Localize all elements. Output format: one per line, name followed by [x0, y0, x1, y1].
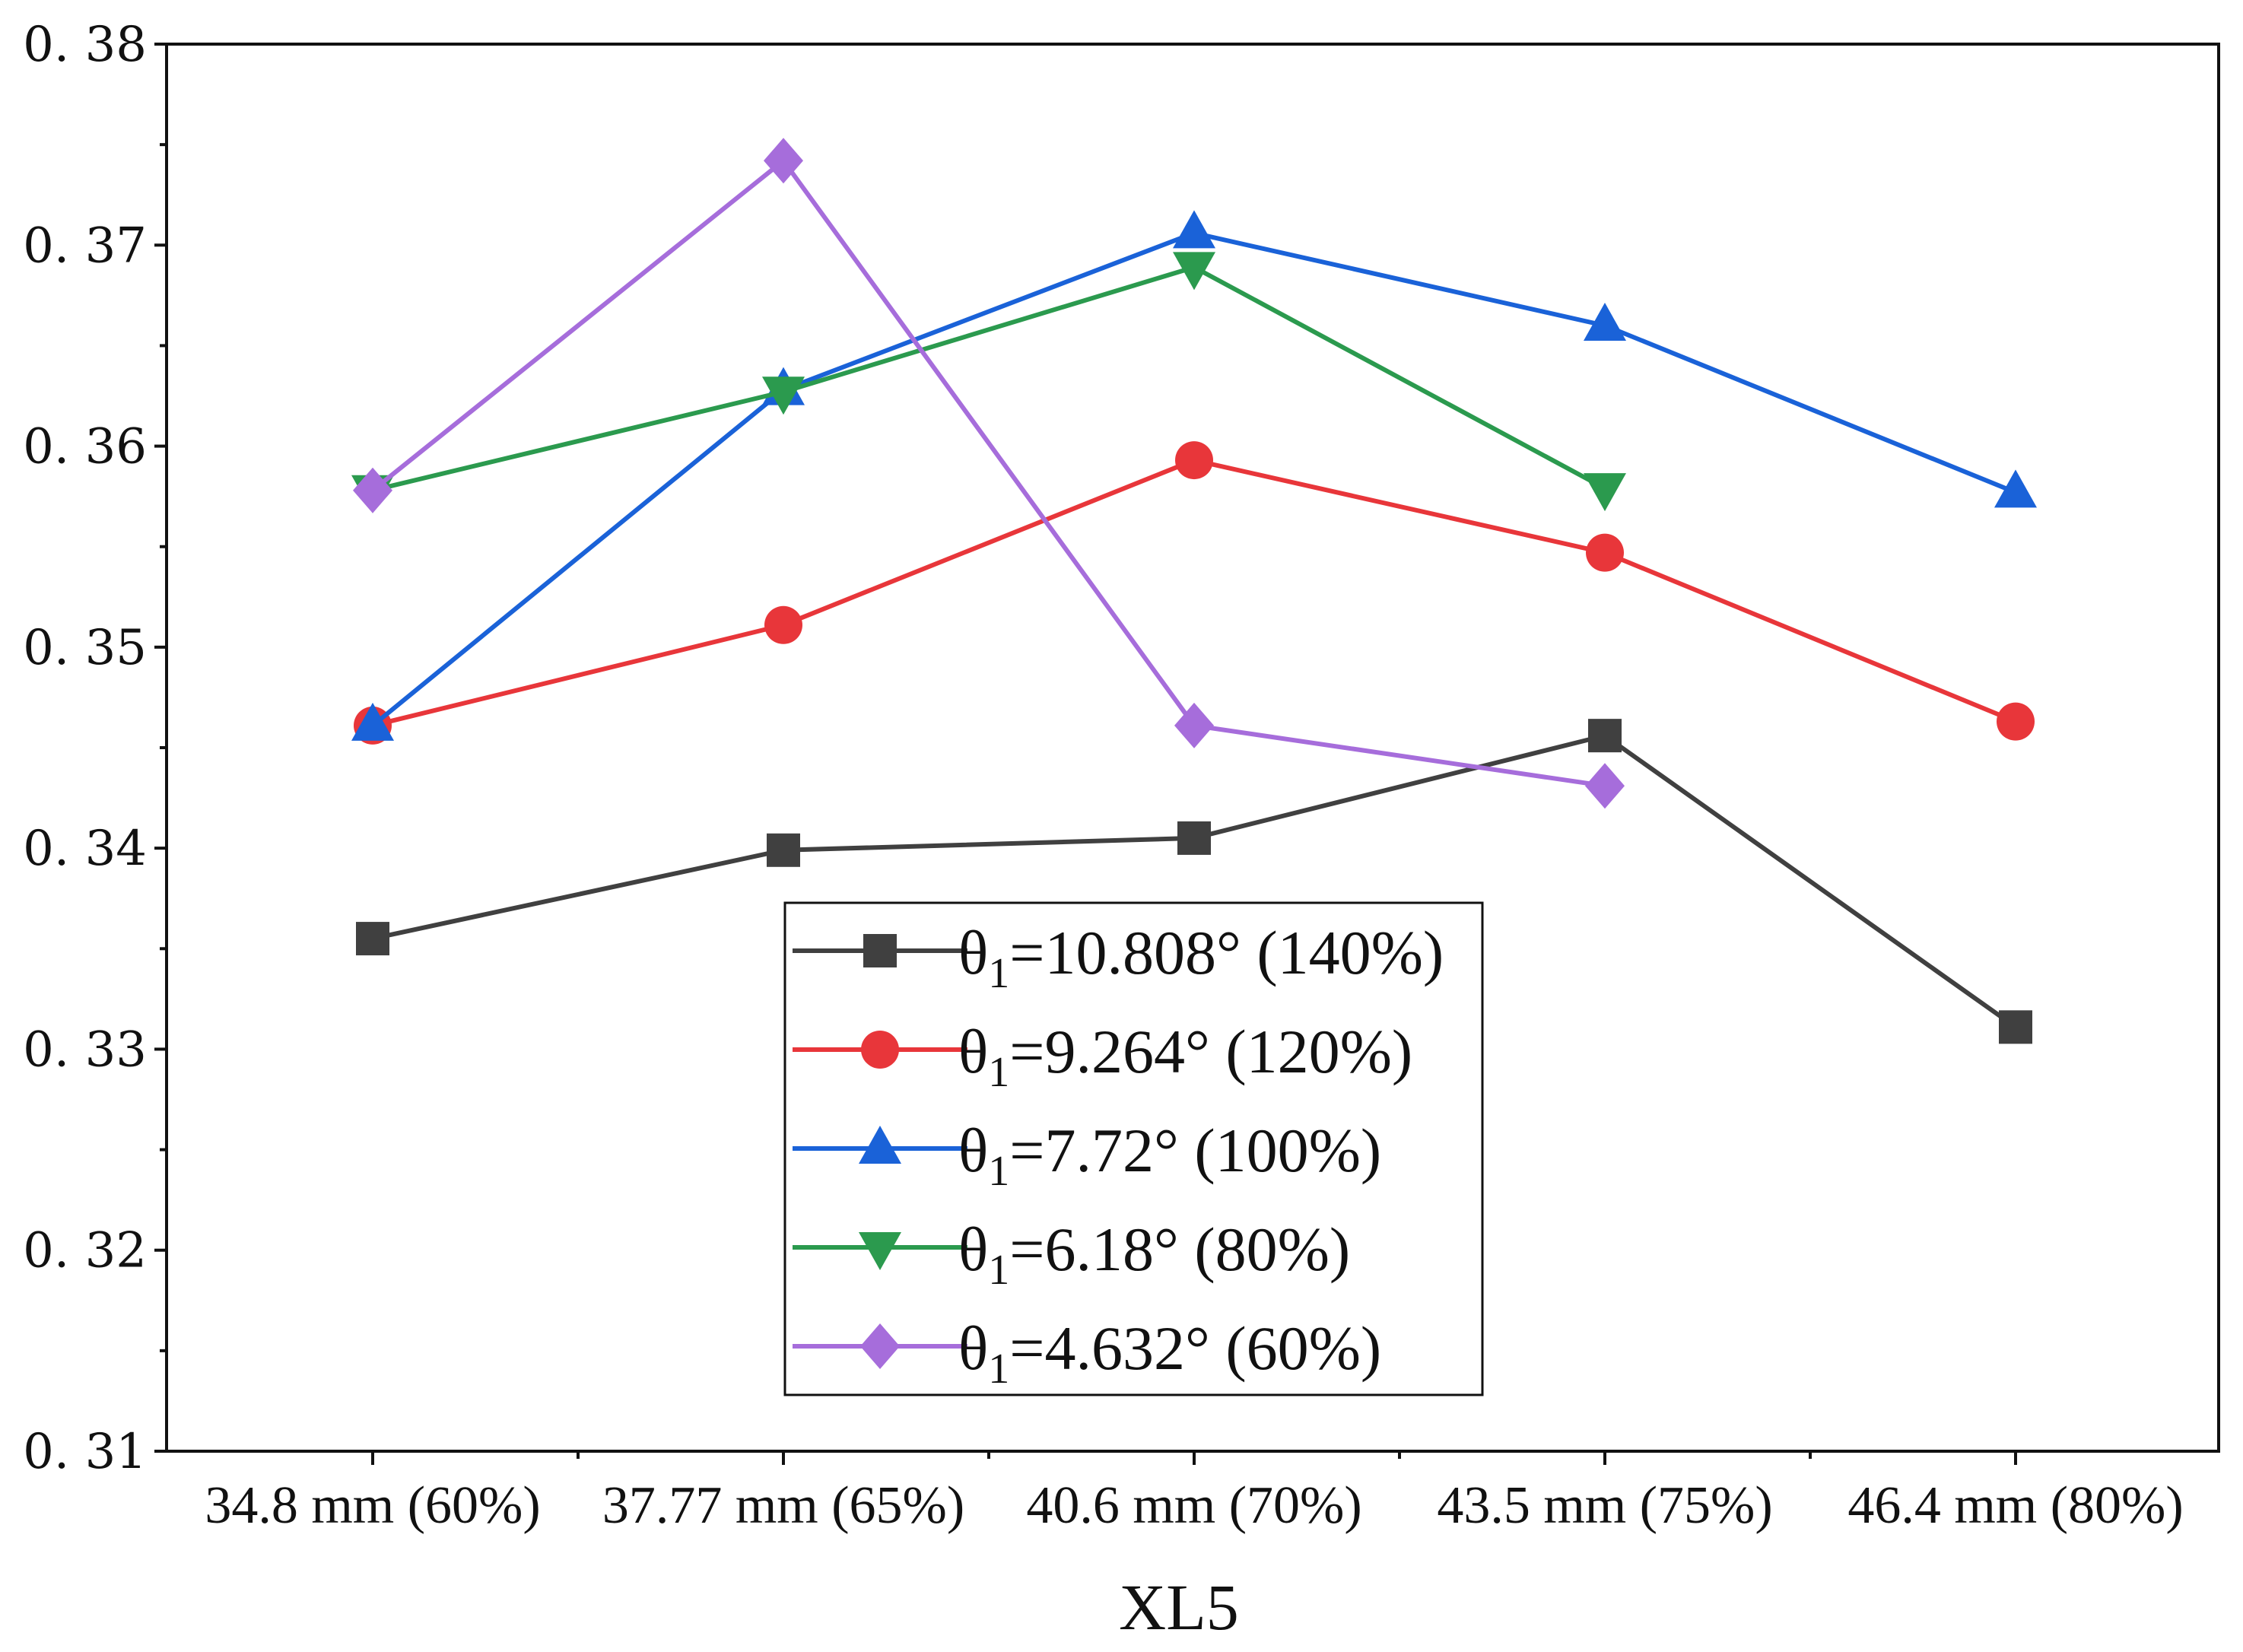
legend-label-suffix: =6.18° (80%) — [1009, 1215, 1350, 1284]
legend-label-suffix: =4.632° (60%) — [1009, 1314, 1381, 1383]
legend-label-suffix: =10.808° (140%) — [1009, 918, 1444, 987]
legend-label: θ1=7.72° (100%) — [958, 1116, 1381, 1195]
legend-marker — [863, 934, 897, 967]
legend-label-subscript: 1 — [988, 1148, 1009, 1195]
x-tick-label: 46.4 mm (80%) — [1847, 1476, 2183, 1535]
legend-marker — [859, 1126, 901, 1164]
series-line — [372, 265, 1606, 493]
legend-marker — [860, 1323, 900, 1369]
legend-label-subscript: 1 — [988, 1345, 1009, 1393]
series-line — [372, 458, 2017, 728]
legend-item: θ1=9.264° (120%) — [793, 1017, 1412, 1096]
data-point — [767, 833, 800, 867]
data-point — [764, 605, 802, 644]
legend-label: θ1=9.264° (120%) — [958, 1017, 1412, 1096]
x-tick-label: 37.77 mm (65%) — [602, 1476, 964, 1535]
data-point — [1173, 252, 1215, 291]
x-tick-label: 43.5 mm (75%) — [1437, 1476, 1772, 1535]
y-tick-label: 0. 33 — [23, 1021, 147, 1078]
legend-label-prefix: θ — [958, 1116, 988, 1185]
y-tick-label: 0. 32 — [23, 1223, 147, 1279]
legend-label-suffix: =7.72° (100%) — [1009, 1116, 1381, 1185]
legend-label-suffix: =9.264° (120%) — [1009, 1017, 1412, 1086]
x-tick-label: 40.6 mm (70%) — [1026, 1476, 1361, 1535]
legend-marker — [861, 1031, 899, 1069]
data-point — [351, 702, 394, 741]
data-point — [1999, 1010, 2032, 1044]
series-3 — [351, 252, 1626, 513]
legend-label: θ1=10.808° (140%) — [958, 918, 1444, 997]
data-point — [1174, 702, 1214, 748]
series-line — [371, 158, 1606, 789]
data-point — [356, 922, 389, 956]
y-tick-label: 0. 37 — [23, 218, 147, 274]
legend-label-subscript: 1 — [988, 1247, 1009, 1294]
legend-item: θ1=6.18° (80%) — [793, 1215, 1350, 1294]
y-tick-label: 0. 31 — [23, 1424, 147, 1480]
y-tick-label: 0. 34 — [23, 821, 147, 877]
x-tick-label: 34.8 mm (60%) — [205, 1476, 540, 1535]
legend-label: θ1=4.632° (60%) — [958, 1314, 1381, 1393]
legend-label-prefix: θ — [958, 1314, 988, 1383]
data-point — [1177, 821, 1211, 855]
legend-label: θ1=6.18° (80%) — [958, 1215, 1350, 1294]
series-layer — [351, 138, 2037, 1044]
x-axis-title: XL5 — [1119, 1571, 1239, 1644]
legend-label-subscript: 1 — [988, 1049, 1009, 1096]
y-tick-label: 0. 36 — [23, 419, 147, 475]
legend-item: θ1=7.72° (100%) — [793, 1116, 1381, 1195]
data-point — [353, 467, 392, 513]
data-point — [1994, 469, 2037, 508]
axes: 0. 31 0. 32 0. 33 0. 34 0. 35 0. 36 0. 37 0. 38… — [23, 17, 2220, 1644]
legend-label-prefix: θ — [958, 1215, 988, 1284]
data-point — [1585, 763, 1625, 809]
y-tick-label: 0. 35 — [23, 620, 147, 676]
legend-item: θ1=10.808° (140%) — [793, 918, 1444, 997]
data-point — [1584, 473, 1626, 512]
y-tick-label: 0. 38 — [23, 17, 147, 73]
legend-marker — [859, 1232, 901, 1270]
data-point — [1173, 210, 1215, 249]
data-point — [1588, 719, 1622, 753]
data-point — [1175, 441, 1213, 480]
data-point — [1997, 702, 2035, 741]
series-0 — [356, 719, 2032, 1044]
data-point — [764, 138, 803, 184]
series-1 — [354, 441, 2035, 745]
legend-label-prefix: θ — [958, 1017, 988, 1086]
legend-label-prefix: θ — [958, 918, 988, 987]
data-point — [1586, 533, 1624, 572]
legend-label-subscript: 1 — [988, 950, 1009, 997]
series-line — [371, 230, 2017, 728]
data-point — [1584, 303, 1626, 341]
legend: θ1=10.808° (140%)θ1=9.264° (120%)θ1=7.72… — [783, 901, 1484, 1396]
data-point — [762, 376, 805, 415]
series-4 — [353, 138, 1625, 809]
legend-item: θ1=4.632° (60%) — [793, 1314, 1381, 1393]
